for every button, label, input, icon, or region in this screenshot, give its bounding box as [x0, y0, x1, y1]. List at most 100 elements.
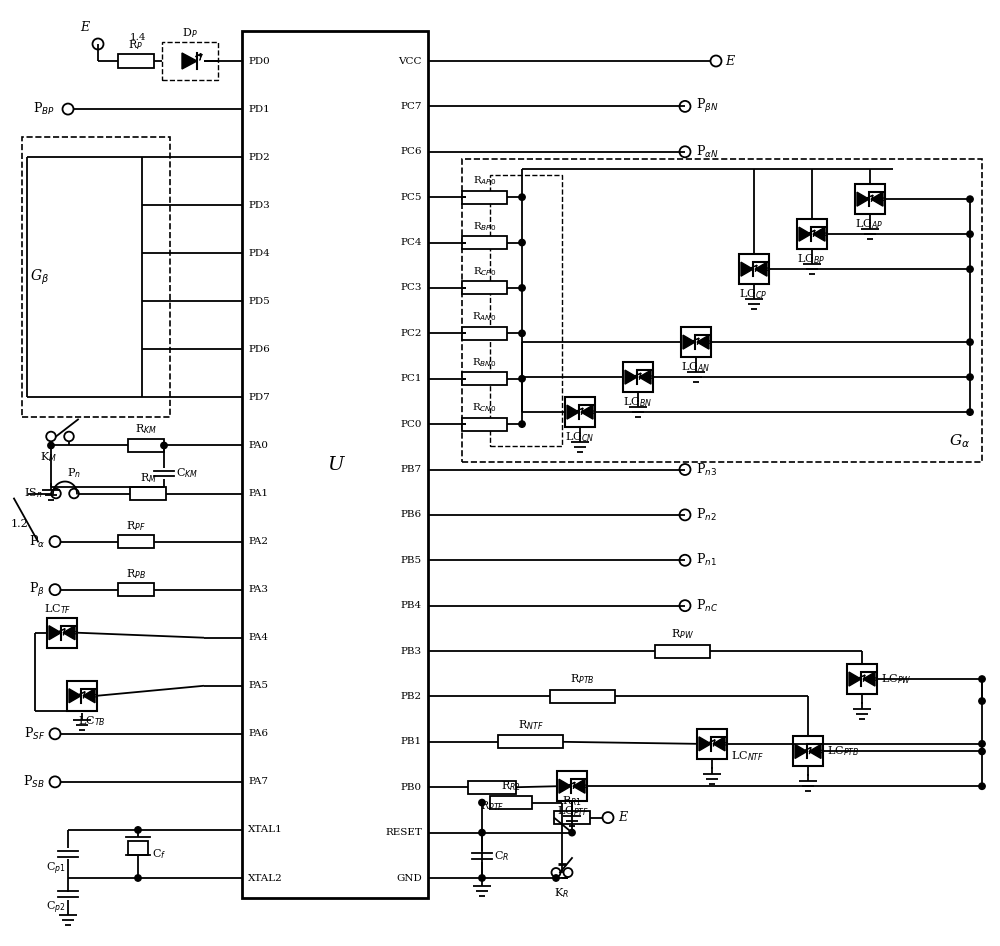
Text: R$_{R2}$: R$_{R2}$: [501, 779, 521, 793]
Text: R$_{R1}$: R$_{R1}$: [562, 794, 582, 808]
Text: PA4: PA4: [248, 633, 268, 642]
Text: LC$_{PW}$: LC$_{PW}$: [881, 673, 912, 686]
Circle shape: [967, 409, 973, 415]
Polygon shape: [871, 192, 883, 206]
Text: PB4: PB4: [401, 601, 422, 610]
Text: PB5: PB5: [401, 556, 422, 565]
Text: R$_{PTB}$: R$_{PTB}$: [570, 673, 595, 687]
Bar: [462, 372, 507, 385]
Polygon shape: [863, 672, 875, 686]
Text: P$_{\beta N}$: P$_{\beta N}$: [696, 97, 718, 115]
Text: PB3: PB3: [401, 646, 422, 656]
Polygon shape: [69, 689, 81, 703]
Text: LC$_{CN}$: LC$_{CN}$: [565, 430, 594, 444]
Text: PD6: PD6: [248, 345, 270, 354]
Text: P$_{nC}$: P$_{nC}$: [696, 598, 718, 614]
Circle shape: [519, 421, 525, 428]
Bar: [490, 175, 562, 447]
Bar: [47, 618, 77, 648]
Circle shape: [48, 443, 54, 448]
Text: PA5: PA5: [248, 681, 268, 691]
Text: LC$_{PTF}$: LC$_{PTF}$: [557, 804, 589, 818]
Bar: [462, 159, 982, 462]
Text: R$_{PF}$: R$_{PF}$: [126, 518, 146, 533]
Text: PA1: PA1: [248, 489, 268, 498]
Text: R$_{CN0}$: R$_{CN0}$: [472, 401, 497, 414]
Circle shape: [161, 443, 167, 448]
Polygon shape: [697, 335, 709, 349]
Bar: [697, 728, 727, 759]
Text: PB6: PB6: [401, 511, 422, 519]
Bar: [462, 191, 507, 203]
Text: PA0: PA0: [248, 441, 268, 450]
Text: R$_{NTF}$: R$_{NTF}$: [518, 718, 543, 732]
Bar: [118, 535, 154, 548]
Text: R$_{BN0}$: R$_{BN0}$: [472, 356, 497, 369]
Bar: [22, 137, 170, 417]
Circle shape: [979, 783, 985, 789]
Text: R$_{AP0}$: R$_{AP0}$: [473, 174, 496, 187]
Bar: [739, 254, 769, 284]
Text: R$_{PB}$: R$_{PB}$: [126, 567, 146, 581]
Bar: [462, 282, 507, 294]
Text: GND: GND: [396, 873, 422, 883]
Text: PD0: PD0: [248, 57, 270, 65]
Bar: [681, 327, 711, 357]
Polygon shape: [849, 672, 861, 686]
Text: RESET: RESET: [385, 828, 422, 837]
Text: PA6: PA6: [248, 729, 268, 738]
Bar: [67, 681, 97, 710]
Bar: [623, 362, 653, 392]
Circle shape: [979, 675, 985, 682]
Bar: [128, 439, 164, 452]
Text: PB0: PB0: [401, 782, 422, 792]
Bar: [162, 42, 218, 80]
Bar: [557, 771, 587, 801]
Polygon shape: [713, 737, 725, 751]
Bar: [655, 644, 710, 657]
Text: C$_f$: C$_f$: [152, 847, 166, 861]
Text: C$_{p2}$: C$_{p2}$: [46, 900, 66, 917]
Polygon shape: [567, 405, 579, 419]
Circle shape: [135, 827, 141, 833]
Text: C$_{KM}$: C$_{KM}$: [176, 466, 198, 481]
Text: P$_{n3}$: P$_{n3}$: [696, 462, 717, 478]
Circle shape: [519, 194, 525, 201]
Text: R$_{CP0}$: R$_{CP0}$: [473, 265, 496, 278]
Circle shape: [519, 285, 525, 291]
Text: PC4: PC4: [401, 238, 422, 247]
Text: P$_{SF}$: P$_{SF}$: [24, 726, 45, 742]
Polygon shape: [639, 370, 651, 384]
Bar: [462, 236, 507, 249]
Text: PC3: PC3: [401, 284, 422, 292]
Polygon shape: [809, 745, 821, 759]
Circle shape: [967, 196, 973, 202]
Text: PC6: PC6: [401, 148, 422, 156]
Text: LC$_{TF}$: LC$_{TF}$: [44, 602, 71, 616]
Text: PC2: PC2: [401, 329, 422, 338]
Text: E: E: [80, 21, 90, 34]
Polygon shape: [182, 53, 197, 69]
Polygon shape: [581, 405, 593, 419]
Circle shape: [479, 875, 485, 882]
Text: XTAL1: XTAL1: [248, 826, 283, 834]
Bar: [847, 664, 877, 694]
Text: R$_{PTF}$: R$_{PTF}$: [480, 799, 504, 813]
Text: LC$_{CP}$: LC$_{CP}$: [739, 288, 767, 301]
Text: PD1: PD1: [248, 105, 270, 114]
Text: PB2: PB2: [401, 692, 422, 701]
Polygon shape: [857, 192, 869, 206]
Text: PB7: PB7: [401, 465, 422, 474]
Bar: [128, 841, 148, 855]
Text: R$_{KM}$: R$_{KM}$: [135, 423, 157, 436]
Bar: [565, 397, 595, 427]
Text: R$_{AN0}$: R$_{AN0}$: [472, 310, 497, 324]
Text: R$_{BP0}$: R$_{BP0}$: [473, 219, 496, 233]
Circle shape: [553, 875, 559, 882]
Text: E: E: [725, 55, 734, 67]
Text: R$_{PW}$: R$_{PW}$: [671, 627, 694, 641]
Text: R$_M$: R$_M$: [140, 471, 156, 484]
Circle shape: [967, 231, 973, 237]
Polygon shape: [813, 227, 825, 241]
Text: LC$_{TB}$: LC$_{TB}$: [78, 714, 106, 727]
